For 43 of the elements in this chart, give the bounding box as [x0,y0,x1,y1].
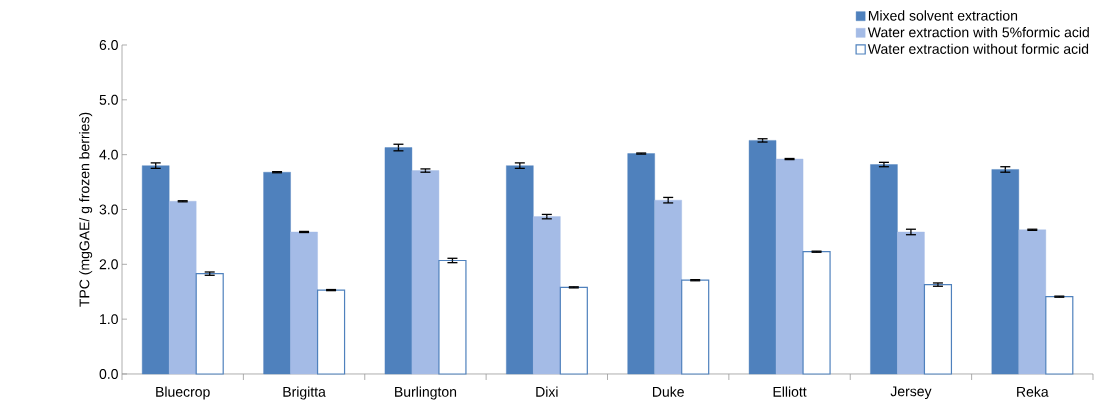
bar [533,216,561,375]
y-tick-label: 4.0 [99,149,118,160]
y-tick-label: 6.0 [99,40,118,50]
y-tick-label: 5.0 [99,94,118,105]
bar [1018,229,1047,375]
bar [411,170,440,375]
bar [384,147,413,375]
bar [748,140,777,375]
y-axis-title: TPC (mgGAE/ g frozen berries) [79,112,93,307]
x-tick-label: Dixi [536,386,558,397]
bar [923,284,953,375]
bar [559,286,588,375]
bar [142,165,170,375]
bar [681,279,710,375]
bar [195,273,224,375]
x-tick-label: Burlington [395,386,457,400]
bar [897,231,925,375]
legend-label: Water extraction with 5%formic acid [867,27,1089,38]
bar [991,169,1020,375]
bar [802,251,831,375]
y-tick-label: 2.0 [99,259,118,270]
bar [290,231,318,375]
bar [775,158,804,375]
bar [627,153,655,375]
bar [654,199,682,375]
x-tick-label: Brigitta [283,386,326,400]
bar [870,164,898,375]
y-tick-label: 3.0 [99,204,118,215]
y-tick-label: 1.0 [100,314,118,325]
bar [263,172,291,375]
bar [506,165,534,375]
x-tick-label: Jersey [890,386,932,400]
x-tick-label: Duke [652,386,684,397]
bar [169,201,197,375]
x-tick-label: Bluecrop [156,386,210,400]
bar [438,259,467,375]
bar [1045,296,1074,375]
x-tick-label: Reka [1017,386,1049,397]
x-tick-label: Elliott [773,386,807,397]
legend-label: Mixed solvent extraction [868,10,1018,21]
bar [316,289,346,375]
y-tick-label: 0.0 [99,369,118,379]
legend-label: Water extraction without formic acid [867,43,1089,54]
